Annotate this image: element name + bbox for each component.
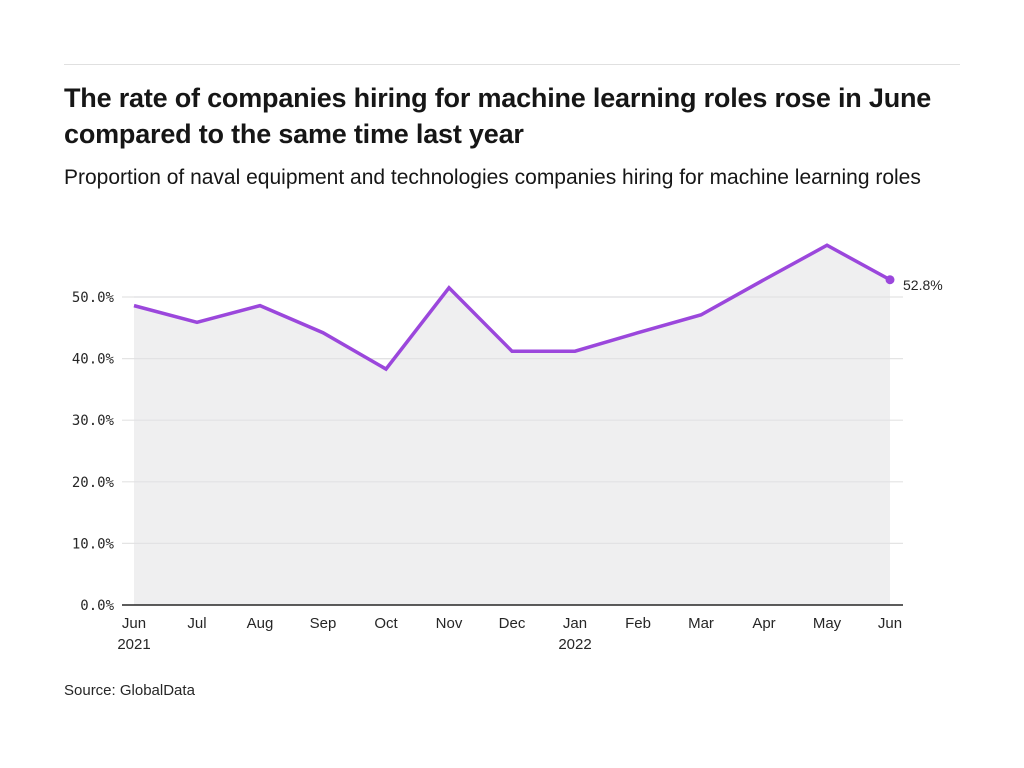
y-tick-label: 30.0% bbox=[72, 413, 115, 429]
y-axis-ticks: 0.0% 10.0% 20.0% 30.0% 40.0% 50.0% bbox=[72, 290, 115, 614]
x-tick-label: Jun bbox=[878, 615, 902, 632]
end-value-label: 52.8% bbox=[903, 277, 943, 293]
x-tick-label: Oct bbox=[374, 615, 398, 632]
x-tick-label: Sep bbox=[310, 615, 337, 632]
chart-subtitle: Proportion of naval equipment and techno… bbox=[64, 166, 921, 189]
x-tick-label: Feb bbox=[625, 615, 651, 632]
data-points bbox=[885, 275, 895, 285]
area-fill bbox=[134, 245, 890, 606]
source-note: Source: GlobalData bbox=[64, 682, 195, 699]
x-tick-label: Mar bbox=[688, 615, 714, 632]
x-tick-label: Dec bbox=[499, 615, 526, 632]
x-tick-year-label: 2021 bbox=[117, 636, 150, 653]
x-tick-label: Jun bbox=[122, 615, 146, 632]
top-divider bbox=[64, 64, 960, 65]
x-tick-label: Jul bbox=[187, 615, 206, 632]
y-tick-label: 50.0% bbox=[72, 290, 115, 306]
x-tick-label: Nov bbox=[436, 615, 463, 632]
x-tick-label: May bbox=[813, 615, 842, 632]
y-tick-label: 20.0% bbox=[72, 475, 115, 491]
y-tick-label: 40.0% bbox=[72, 352, 115, 368]
y-tick-label: 0.0% bbox=[80, 598, 114, 614]
x-axis-ticks: Jun 2021 Jul Aug Sep Oct Nov Dec Jan 2022 Feb Mar Ap… bbox=[117, 615, 902, 653]
x-tick-label: Aug bbox=[247, 615, 274, 632]
end-point-marker bbox=[885, 275, 895, 285]
x-tick-label: Apr bbox=[752, 615, 775, 632]
series-line bbox=[133, 243, 891, 372]
chart-title: The rate of companies hiring for machine… bbox=[64, 83, 932, 149]
x-tick-label: Jan bbox=[563, 615, 587, 632]
x-tick-year-label: 2022 bbox=[558, 636, 591, 653]
y-tick-label: 10.0% bbox=[72, 536, 115, 552]
